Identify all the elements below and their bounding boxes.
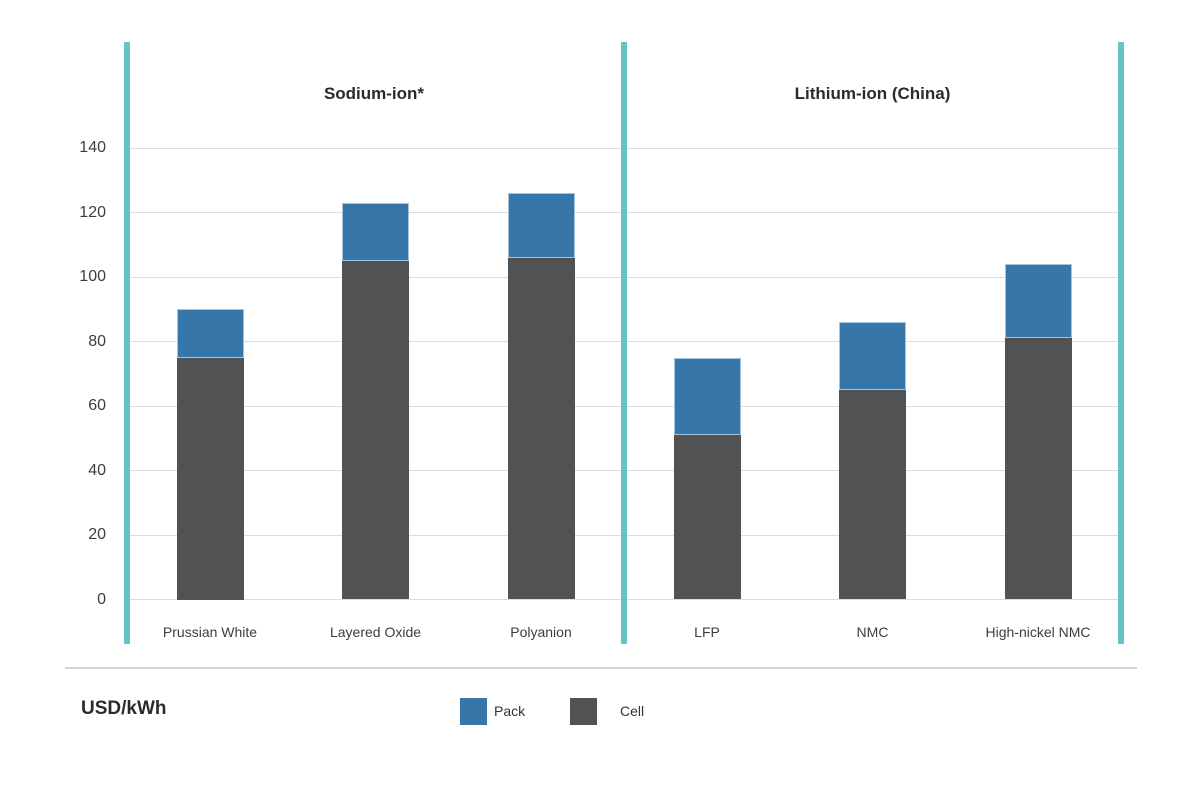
category-label-prussian-white: Prussian White bbox=[162, 624, 258, 640]
bar-segment-pack-lfp bbox=[673, 357, 741, 436]
section-separator-3 bbox=[1118, 42, 1124, 644]
bar-segment-pack-polyanion bbox=[507, 193, 575, 258]
bar-segment-cell-polyanion bbox=[507, 257, 575, 600]
y-tick-label-20: 20 bbox=[88, 526, 106, 544]
section-separator-1 bbox=[124, 42, 130, 644]
bar-segment-cell-lfp bbox=[673, 435, 741, 600]
y-tick-label-60: 60 bbox=[88, 397, 106, 415]
legend-swatch-cell bbox=[570, 698, 597, 725]
bar-segment-cell-nmc bbox=[839, 390, 906, 600]
section-separator-2 bbox=[621, 42, 627, 644]
y-tick-label-40: 40 bbox=[88, 461, 106, 479]
footer-divider bbox=[65, 667, 1137, 669]
legend-swatch-pack bbox=[460, 698, 487, 725]
bar-segment-cell-layered-oxide bbox=[342, 261, 409, 600]
bar-segment-cell-prussian-white bbox=[176, 357, 244, 600]
category-label-polyanion: Polyanion bbox=[510, 624, 572, 640]
legend-label-pack: Pack bbox=[494, 703, 526, 719]
bar-segment-pack-prussian-white bbox=[176, 309, 244, 358]
category-label-layered-oxide: Layered Oxide bbox=[329, 624, 422, 640]
category-label-lfp: LFP bbox=[694, 624, 720, 640]
section-title-lithium-ion-china-: Lithium-ion (China) bbox=[794, 84, 951, 103]
y-tick-label-0: 0 bbox=[97, 590, 106, 608]
section-title-sodium-ion-: Sodium-ion* bbox=[323, 84, 425, 103]
y-tick-label-80: 80 bbox=[88, 332, 106, 350]
bar-segment-pack-layered-oxide bbox=[342, 203, 409, 262]
bar-segment-pack-high-nickel-nmc bbox=[1004, 264, 1072, 339]
category-label-high-nickel-nmc: High-nickel NMC bbox=[985, 624, 1091, 640]
plot-area: 0 20 40 60 80 100 120 140 Prussian White Layered … bbox=[79, 42, 1124, 644]
y-tick-label-140: 140 bbox=[79, 139, 106, 157]
y-tick-label-100: 100 bbox=[79, 268, 106, 286]
bar-segment-cell-high-nickel-nmc bbox=[1004, 338, 1072, 600]
bar-segment-pack-nmc bbox=[839, 322, 906, 391]
legend-label-cell: Cell bbox=[620, 703, 645, 719]
y-tick-label-120: 120 bbox=[79, 203, 106, 221]
category-label-nmc: NMC bbox=[856, 624, 889, 640]
unit-label: USD/kWh bbox=[81, 698, 167, 719]
